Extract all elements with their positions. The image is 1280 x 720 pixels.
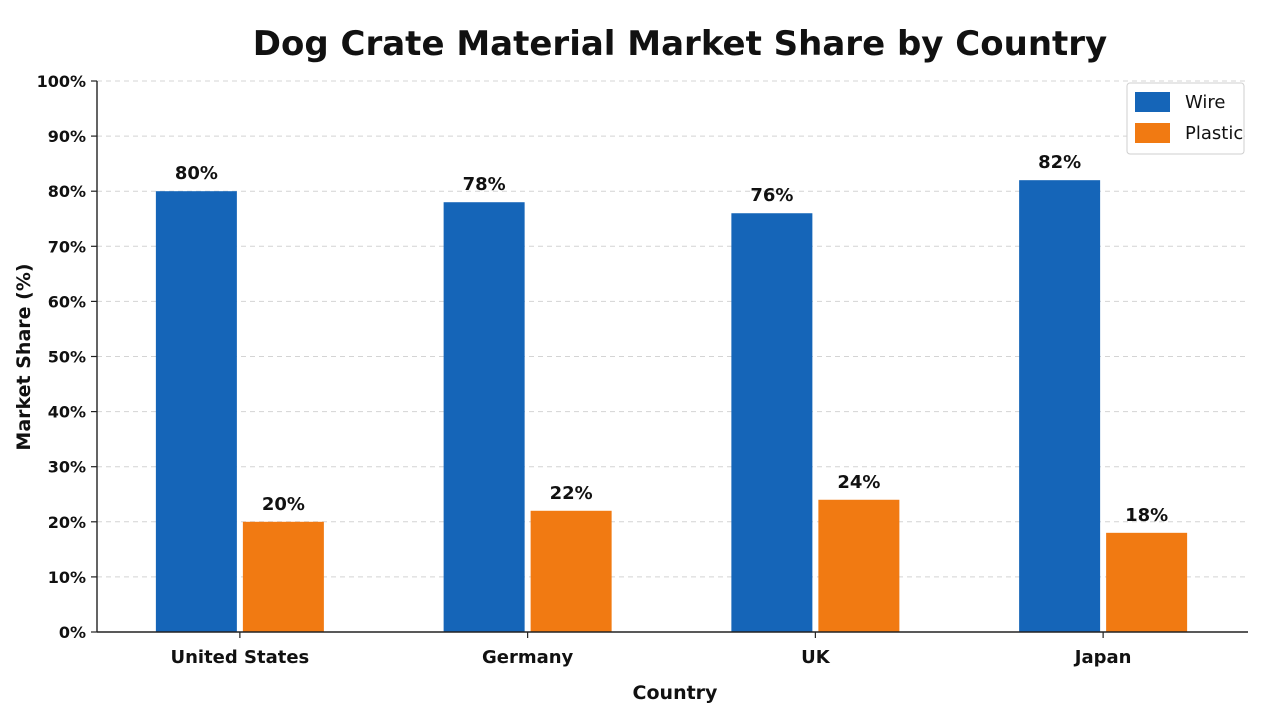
y-tick-label: 30% — [48, 458, 86, 477]
y-tick-label: 10% — [48, 568, 86, 587]
legend-swatch-wire — [1135, 92, 1170, 112]
data-labels: 80% 20% 78% 22% 76% 24% 82% 18% — [175, 152, 1168, 526]
legend-label-plastic: Plastic — [1185, 123, 1243, 144]
x-tick-label: United States — [170, 647, 309, 668]
y-tick-label: 70% — [48, 237, 86, 256]
x-tick-label: Germany — [482, 647, 574, 668]
y-tick-label: 50% — [48, 348, 86, 367]
data-label: 80% — [175, 163, 218, 184]
legend-label-wire: Wire — [1185, 92, 1225, 113]
bars — [155, 180, 1188, 633]
y-tick-label: 90% — [48, 127, 86, 146]
y-tick-label: 60% — [48, 292, 86, 311]
chart-title: Dog Crate Material Market Share by Count… — [253, 24, 1107, 64]
bar-plastic — [242, 521, 324, 632]
y-tick-label: 0% — [59, 623, 86, 642]
legend: Wire Plastic — [1126, 82, 1245, 155]
bar-wire — [443, 202, 525, 632]
y-tick-label: 100% — [37, 72, 86, 91]
x-axis-title: Country — [633, 682, 719, 704]
data-label: 20% — [262, 494, 305, 515]
x-axis-ticks: United States Germany UK Japan — [170, 632, 1131, 668]
data-label: 22% — [550, 483, 593, 504]
bar-wire — [155, 191, 237, 632]
y-tick-label: 20% — [48, 513, 86, 532]
bar-wire — [731, 213, 813, 633]
bar-wire — [1019, 180, 1101, 632]
data-label: 78% — [463, 174, 506, 195]
data-label: 18% — [1125, 505, 1168, 526]
x-tick-label: Japan — [1073, 647, 1132, 668]
bar-plastic — [530, 510, 612, 632]
data-label: 82% — [1038, 152, 1081, 173]
data-label: 76% — [750, 185, 793, 206]
bar-plastic — [1106, 532, 1188, 632]
data-label: 24% — [837, 472, 880, 493]
y-axis-ticks: 0% 10% 20% 30% 40% 50% 60% 70% 80% 90% 100% — [37, 72, 97, 642]
y-tick-label: 80% — [48, 182, 86, 201]
y-tick-label: 40% — [48, 403, 86, 422]
legend-swatch-plastic — [1135, 123, 1170, 143]
y-axis-title: Market Share (%) — [13, 263, 35, 450]
bar-plastic — [818, 499, 900, 632]
x-tick-label: UK — [801, 647, 831, 668]
